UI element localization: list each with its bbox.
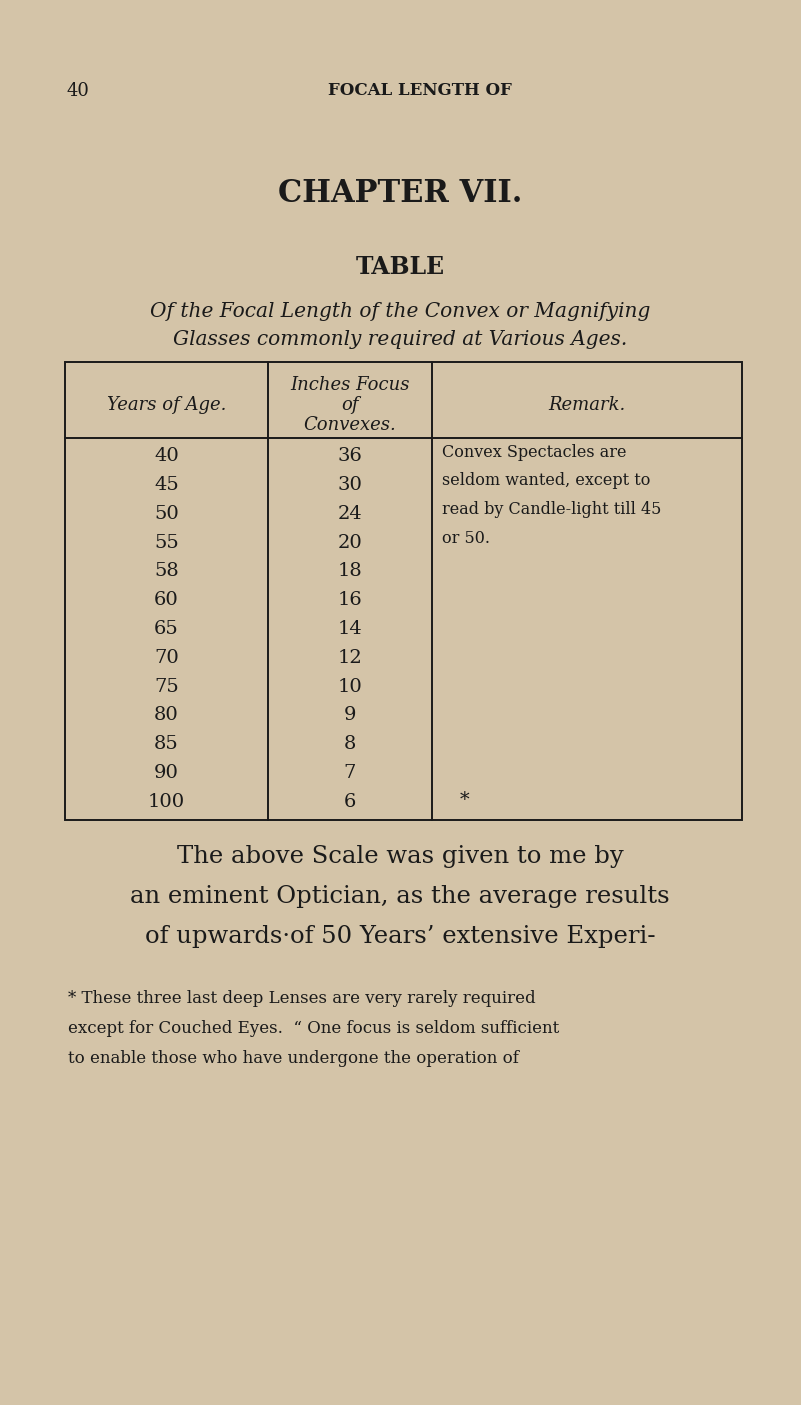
Text: Convex Spectacles are: Convex Spectacles are <box>442 444 626 461</box>
Text: or 50.: or 50. <box>442 530 490 547</box>
Text: to enable those who have undergone the operation of: to enable those who have undergone the o… <box>68 1050 519 1066</box>
Text: 80: 80 <box>154 707 179 725</box>
Text: TABLE: TABLE <box>356 254 445 280</box>
Text: read by Candle-light till 45: read by Candle-light till 45 <box>442 502 662 518</box>
Text: 75: 75 <box>154 677 179 695</box>
Text: Of the Focal Length of the Convex or Magnifying: Of the Focal Length of the Convex or Mag… <box>150 302 650 320</box>
Text: 45: 45 <box>154 476 179 495</box>
Text: CHAPTER VII.: CHAPTER VII. <box>278 178 522 209</box>
Text: 12: 12 <box>338 649 362 667</box>
Text: Inches Focus: Inches Focus <box>290 377 410 393</box>
Text: 36: 36 <box>337 447 362 465</box>
Bar <box>65 362 742 821</box>
Text: 6: 6 <box>344 792 356 811</box>
Text: 58: 58 <box>154 562 179 580</box>
Text: 60: 60 <box>154 592 179 610</box>
Text: 14: 14 <box>338 620 362 638</box>
Text: The above Scale was given to me by: The above Scale was given to me by <box>177 844 623 868</box>
Text: Years of Age.: Years of Age. <box>107 396 226 414</box>
Text: 85: 85 <box>154 735 179 753</box>
Text: 16: 16 <box>338 592 362 610</box>
Text: 90: 90 <box>154 764 179 781</box>
Text: Remark.: Remark. <box>549 396 626 414</box>
Text: * These three last deep Lenses are very rarely required: * These three last deep Lenses are very … <box>68 991 536 1007</box>
Text: 8: 8 <box>344 735 356 753</box>
Text: 30: 30 <box>337 476 362 495</box>
Text: seldom wanted, except to: seldom wanted, except to <box>442 472 650 489</box>
Text: 24: 24 <box>338 504 362 523</box>
Text: 50: 50 <box>154 504 179 523</box>
Text: 20: 20 <box>338 534 362 552</box>
Text: 40: 40 <box>66 81 90 100</box>
Text: 9: 9 <box>344 707 356 725</box>
Text: except for Couched Eyes.  “ One focus is seldom sufficient: except for Couched Eyes. “ One focus is … <box>68 1020 559 1037</box>
Text: 18: 18 <box>338 562 362 580</box>
Text: 10: 10 <box>338 677 362 695</box>
Text: FOCAL LENGTH OF: FOCAL LENGTH OF <box>328 81 512 98</box>
Text: 65: 65 <box>154 620 179 638</box>
Text: Convexes.: Convexes. <box>304 416 396 434</box>
Text: 100: 100 <box>148 792 185 811</box>
Text: of upwards·of 50 Years’ extensive Experi-: of upwards·of 50 Years’ extensive Experi… <box>145 924 655 948</box>
Text: 70: 70 <box>154 649 179 667</box>
Text: of: of <box>341 396 359 414</box>
Text: 7: 7 <box>344 764 356 781</box>
Text: Glasses commonly required at Various Ages.: Glasses commonly required at Various Age… <box>173 330 627 348</box>
Text: an eminent Optician, as the average results: an eminent Optician, as the average resu… <box>131 885 670 908</box>
Text: 40: 40 <box>154 447 179 465</box>
Text: 55: 55 <box>154 534 179 552</box>
Text: *: * <box>460 791 469 809</box>
